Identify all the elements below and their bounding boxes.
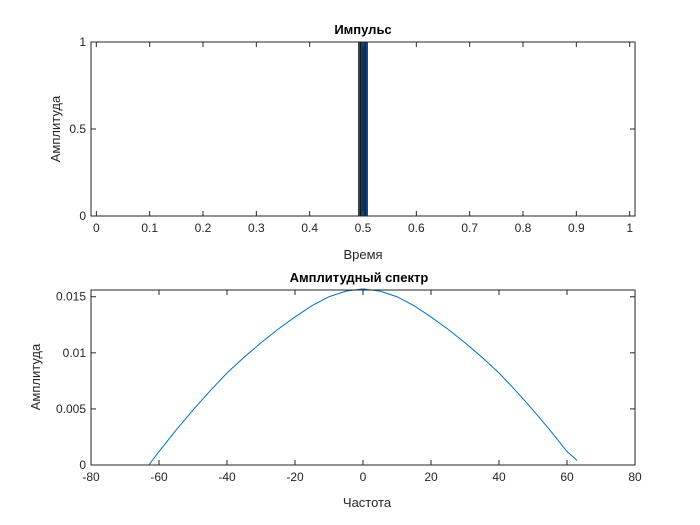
x-tick-label: -40 <box>218 470 236 484</box>
x-tick-label: 0.5 <box>355 221 372 235</box>
x-tick-label: 40 <box>492 470 506 484</box>
y-tick-label: 0.005 <box>56 402 86 416</box>
x-tick-label: 0.1 <box>141 221 158 235</box>
pulse-ylabel: Амплитуда <box>48 95 63 162</box>
pulse-axes-box <box>90 41 636 217</box>
y-tick-label: 0.015 <box>56 290 86 304</box>
y-tick-label: 0.01 <box>63 346 87 360</box>
x-tick-label: 0 <box>93 221 100 235</box>
pulse-ticks: 0 0.1 0.2 0.3 0.4 0.5 0.6 0.7 0.8 0.9 1 0 0.5 1 <box>69 35 635 235</box>
x-tick-label: 1 <box>626 221 633 235</box>
spectrum-panel: Амплитудный спектр Частота Амплитуда -80… <box>28 270 642 510</box>
y-tick-label: 0 <box>79 458 86 472</box>
y-tick-label: 0.5 <box>69 122 86 136</box>
pulse-xlabel: Время <box>343 247 382 262</box>
y-tick-label: 1 <box>79 35 86 49</box>
pulse-panel: Импульс Время Амплитуда 0 0.1 0.2 0.3 0.4 0.5… <box>48 22 636 262</box>
x-tick-label: 0.3 <box>248 221 265 235</box>
spectrum-title: Амплитудный спектр <box>290 270 429 285</box>
spectrum-axes-box <box>90 289 636 466</box>
x-tick-label: 0.8 <box>515 221 532 235</box>
x-tick-label: 20 <box>424 470 438 484</box>
x-tick-label: 0.2 <box>195 221 212 235</box>
pulse-title: Импульс <box>334 22 391 37</box>
x-tick-label: 60 <box>560 470 574 484</box>
spectrum-line <box>148 288 578 466</box>
spectrum-line-group <box>148 288 578 466</box>
x-tick-label: -60 <box>150 470 168 484</box>
pulse-bar <box>364 41 368 217</box>
spectrum-xlabel: Частота <box>343 495 392 510</box>
x-tick-label: -20 <box>286 470 304 484</box>
x-tick-label: 0.9 <box>568 221 585 235</box>
x-tick-label: 0.6 <box>408 221 425 235</box>
x-tick-label: 80 <box>628 470 642 484</box>
x-tick-label: 0.7 <box>461 221 478 235</box>
spectrum-ylabel: Амплитуда <box>28 343 43 410</box>
spectrum-ticks: -80 -60 -40 -20 0 20 40 60 80 0 0.005 0.01 0.015 <box>56 290 642 484</box>
x-tick-label: -80 <box>82 470 100 484</box>
y-tick-label: 0 <box>79 209 86 223</box>
x-tick-label: 0.4 <box>301 221 318 235</box>
pulse-bars <box>358 41 368 217</box>
x-tick-label: 0 <box>360 470 367 484</box>
